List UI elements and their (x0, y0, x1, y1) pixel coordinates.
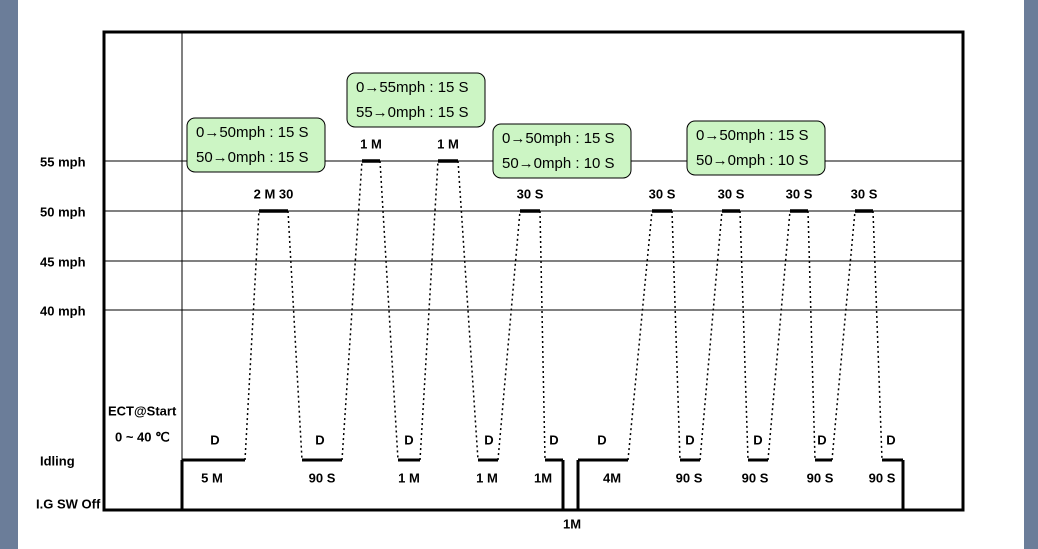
idle-label: 4M (603, 470, 621, 485)
row-label: 40 mph (40, 303, 86, 318)
gear-label: D (597, 432, 606, 447)
plateau-label: 30 S (718, 186, 745, 201)
note-line: 55→0mph : 15 S (356, 104, 469, 121)
note-box (492, 123, 632, 179)
ect-title: ECT@Start (108, 403, 177, 418)
note-line: 0→50mph : 15 S (196, 124, 309, 141)
note-box (686, 120, 826, 176)
ramp-down (807, 210, 816, 461)
row-label: 50 mph (40, 204, 86, 219)
off-label: 1M (563, 516, 581, 531)
gear-label: D (315, 432, 324, 447)
plateau-label: 1 M (360, 136, 382, 151)
idle-label: 1 M (398, 470, 420, 485)
ramp-up (627, 210, 653, 461)
gear-label: D (817, 432, 826, 447)
plateau-label: 30 S (851, 186, 878, 201)
idle-label: 90 S (309, 470, 336, 485)
note-line: 50→0mph : 10 S (502, 155, 615, 172)
note-line: 0→50mph : 15 S (696, 127, 809, 144)
ramp-up (497, 210, 521, 461)
idle-label: 90 S (807, 470, 834, 485)
idle-label: 90 S (676, 470, 703, 485)
ramp-down (287, 210, 303, 461)
plateau-label: 30 S (517, 186, 544, 201)
gear-label: D (210, 432, 219, 447)
window-frame-left (0, 0, 18, 549)
row-label: 55 mph (40, 154, 86, 169)
row-label: 45 mph (40, 254, 86, 269)
idle-label: 90 S (869, 470, 896, 485)
gear-label: D (549, 432, 558, 447)
gear-label: D (685, 432, 694, 447)
gear-label: D (886, 432, 895, 447)
ramp-down (539, 210, 546, 461)
ramp-down (739, 210, 749, 461)
engine-off (561, 460, 580, 510)
idle-label: 5 M (201, 470, 223, 485)
ramp-up (767, 210, 791, 461)
ect-range: 0 ~ 40 ℃ (115, 429, 170, 444)
gear-label: D (484, 432, 493, 447)
chart-frame (102, 30, 965, 512)
row-label: Idling (40, 453, 75, 468)
ramp-down (671, 210, 681, 461)
ramp-up (831, 210, 856, 461)
idle-label: 1 M (476, 470, 498, 485)
note-line: 50→0mph : 10 S (696, 152, 809, 169)
note-box (346, 72, 486, 128)
window-frame-right (1024, 0, 1038, 549)
plateau-label: 1 M (437, 136, 459, 151)
idle-label: 1M (534, 470, 552, 485)
gear-label: D (753, 432, 762, 447)
plateau-label: 2 M 30 (254, 186, 294, 201)
note-line: 0→50mph : 15 S (502, 130, 615, 147)
plateau-label: 30 S (786, 186, 813, 201)
note-line: 0→55mph : 15 S (356, 79, 469, 96)
ramp-up (244, 210, 260, 461)
ramp-up (699, 210, 723, 461)
plateau-label: 30 S (649, 186, 676, 201)
ramp-down (872, 210, 883, 461)
gear-label: D (404, 432, 413, 447)
idle-label: 90 S (742, 470, 769, 485)
row-label: I.G SW Off (36, 496, 101, 511)
note-line: 50→0mph : 15 S (196, 149, 309, 166)
note-box (186, 117, 326, 173)
